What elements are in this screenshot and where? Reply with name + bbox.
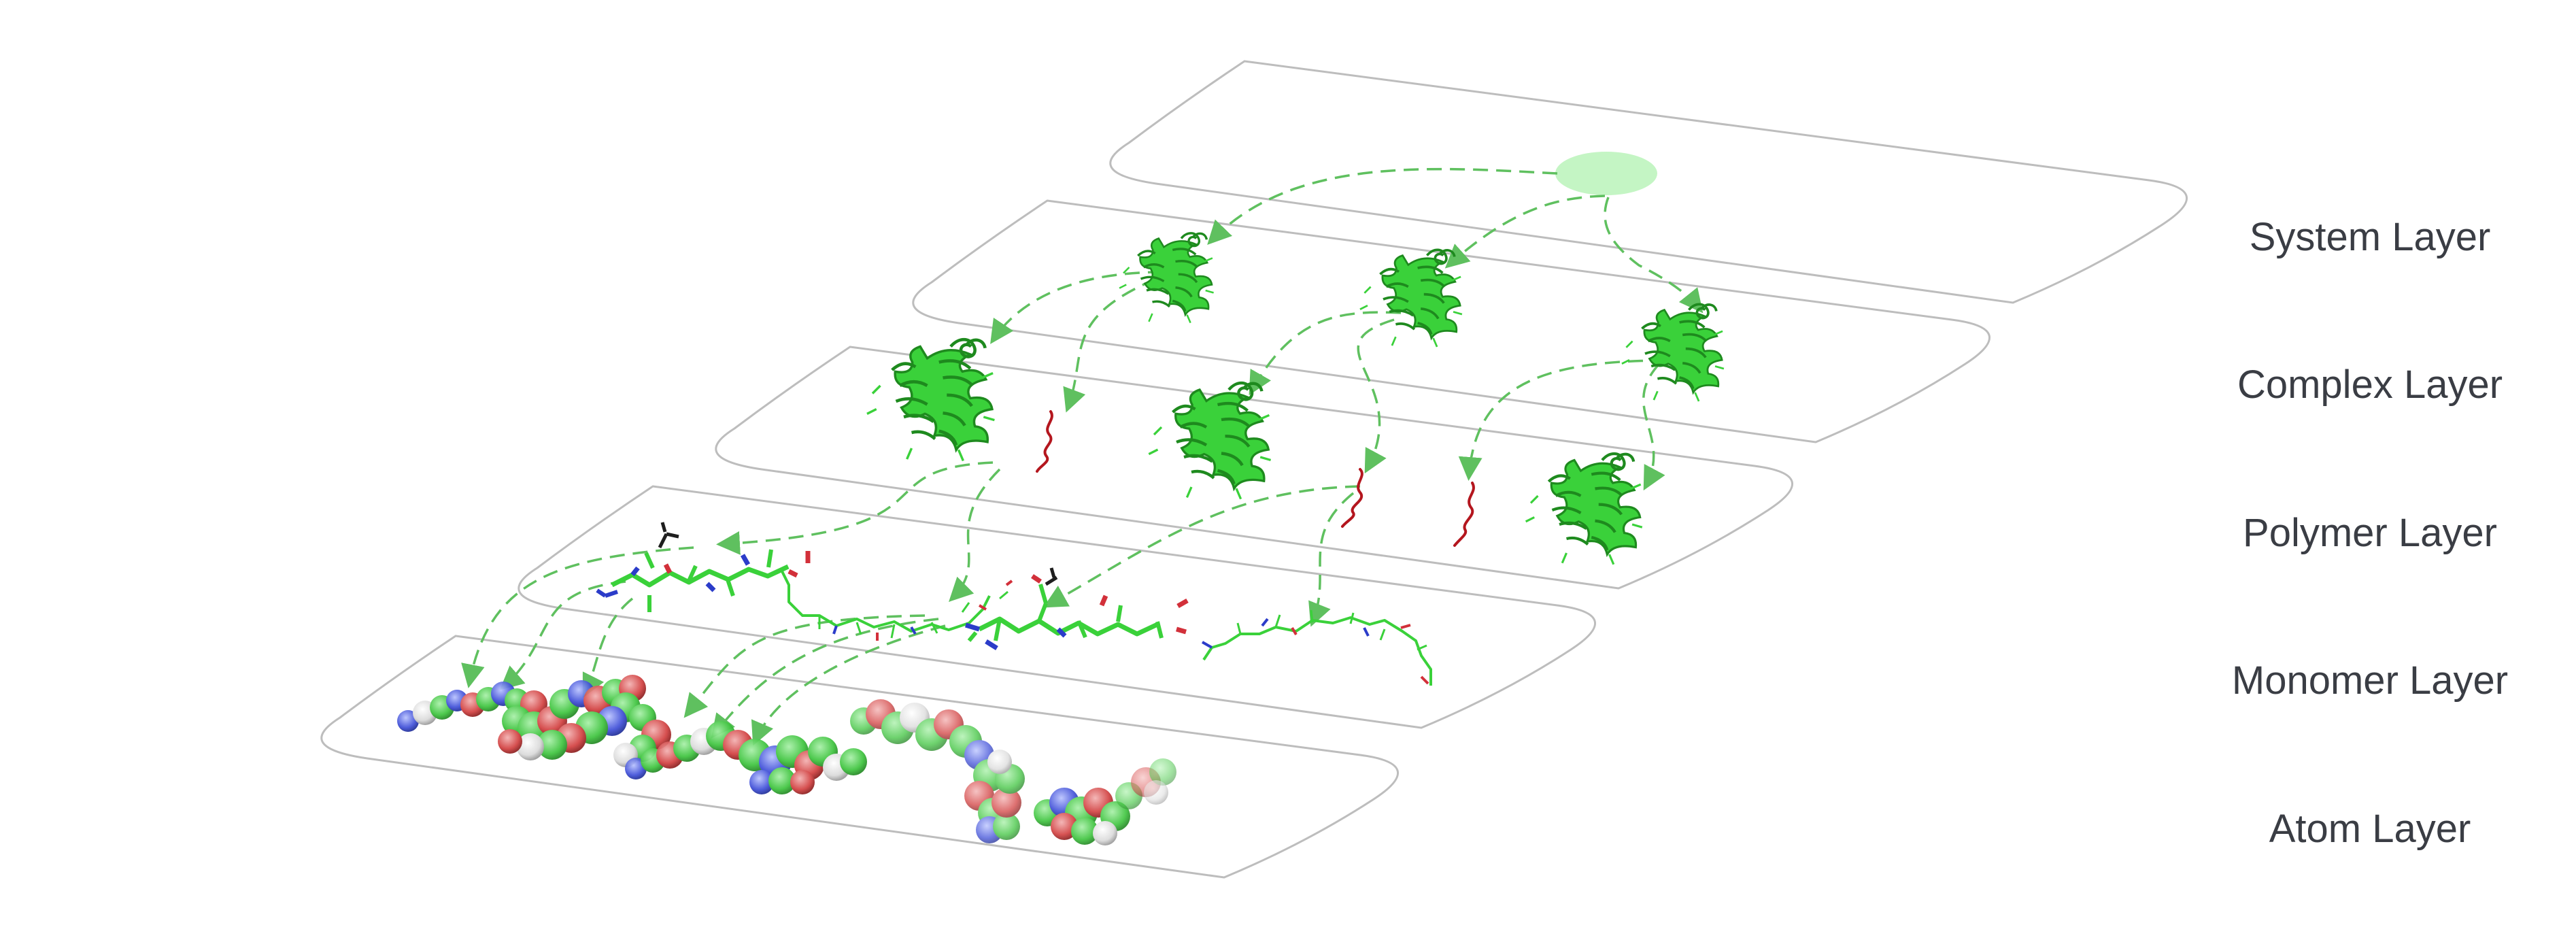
layer-label-system: System Layer [2250,215,2491,259]
complex-protein-icon [1359,248,1463,348]
connector-group [461,167,1704,746]
complex-protein-icon [1118,232,1215,324]
layer-plane-complex [912,199,1990,443]
layer-label-complex: Complex Layer [2237,363,2503,407]
layer-label-polymer: Polymer Layer [2243,511,2497,555]
polymer-protein-icon [1526,454,1642,565]
layer-label-atom: Atom Layer [2269,807,2471,851]
polymer-protein-icon [867,339,994,460]
atom-molecule-icon [625,721,867,794]
layer-plane-atom [320,635,1399,879]
system-node-icon [1555,152,1657,195]
monomer-stick-icon [596,522,811,612]
layer-plane-monomer [518,485,1596,729]
monomer-stick-icon [781,571,1013,641]
complex-protein-icon [1621,303,1725,403]
atom-molecule-icon [397,675,671,767]
atom-molecule-icon [850,699,1025,843]
layer-plane-polymer [715,346,1793,590]
layer-label-monomer: Monomer Layer [2232,658,2508,703]
monomer-stick-icon [964,567,1189,650]
layer-plane-system [1109,60,2188,304]
peptide-chain-icon [1036,410,1475,547]
atom-molecule-icon [1034,758,1176,845]
monomer-stick-icon [1202,609,1432,686]
